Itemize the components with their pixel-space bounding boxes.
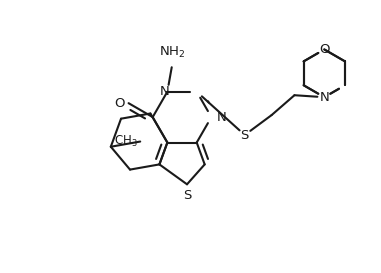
Text: O: O bbox=[319, 43, 330, 56]
Text: NH$_2$: NH$_2$ bbox=[159, 45, 186, 60]
Text: S: S bbox=[240, 129, 249, 141]
Text: N: N bbox=[160, 85, 169, 98]
Text: O: O bbox=[114, 97, 125, 110]
Text: N: N bbox=[216, 111, 226, 124]
Text: S: S bbox=[183, 189, 191, 202]
Text: CH$_3$: CH$_3$ bbox=[114, 134, 137, 149]
Text: N: N bbox=[319, 91, 329, 104]
